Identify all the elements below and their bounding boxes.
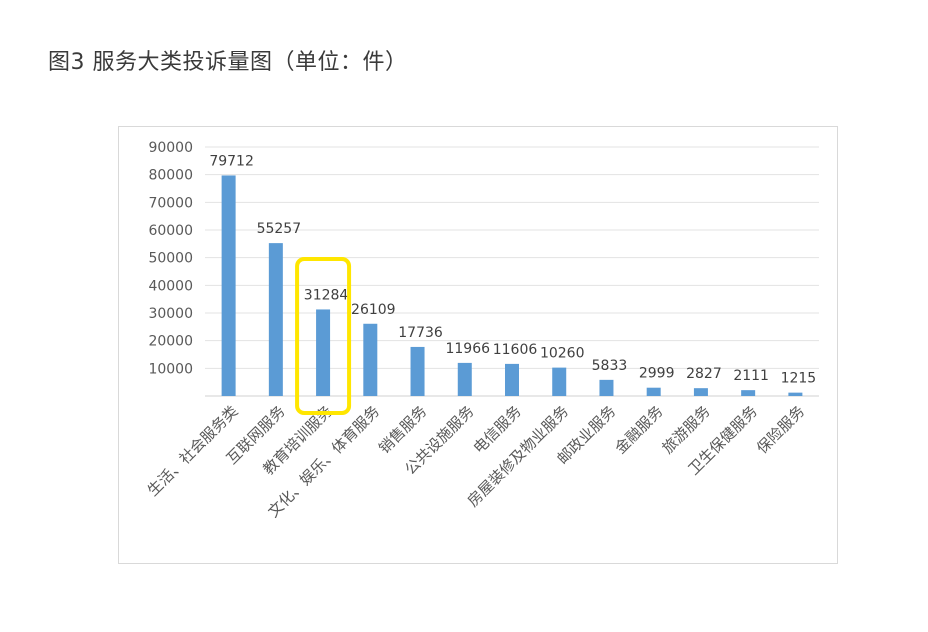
data-label: 17736	[398, 325, 443, 341]
y-tick-label: 10000	[148, 361, 193, 377]
bar	[221, 175, 236, 396]
bar	[599, 379, 614, 396]
data-label: 2111	[733, 368, 769, 384]
bar	[693, 388, 708, 396]
bar	[268, 243, 283, 396]
data-label: 79712	[209, 153, 254, 169]
category-label: 保险服务	[753, 402, 808, 457]
data-label: 31284	[304, 287, 349, 303]
bar	[363, 323, 378, 396]
bar	[505, 363, 519, 396]
data-label: 2999	[639, 366, 675, 382]
y-tick-label: 50000	[148, 251, 193, 267]
bar	[410, 346, 425, 396]
bars	[221, 175, 803, 396]
bar-chart: 10000 20000 30000 40000 50000 60000 70000 80000…	[144, 140, 819, 521]
bar	[316, 309, 331, 396]
y-tick-label: 70000	[148, 195, 193, 211]
data-label: 5833	[592, 358, 628, 374]
data-label: 10260	[540, 346, 585, 362]
data-label: 26109	[351, 302, 396, 318]
highlight-layer	[295, 257, 352, 415]
category-labels: 生活、社会服务类互联网服务教育培训服务文化、娱乐、体育服务销售服务公共设施服务电…	[144, 402, 808, 521]
y-tick-label: 60000	[148, 223, 193, 239]
y-tick-label: 80000	[148, 168, 193, 184]
data-label: 2827	[686, 366, 722, 382]
category-label: 金融服务	[611, 402, 666, 457]
y-tick-label: 20000	[148, 334, 193, 350]
y-tick-label: 40000	[148, 278, 193, 294]
highlight-box	[295, 257, 352, 415]
y-axis-ticks: 10000 20000 30000 40000 50000 60000 70000 80000…	[148, 140, 193, 377]
y-tick-label: 90000	[148, 140, 193, 156]
gridlines	[205, 146, 819, 397]
data-label: 11966	[445, 341, 490, 357]
data-label: 55257	[257, 221, 302, 237]
figure-title: 图3 服务大类投诉量图（单位：件）	[48, 50, 408, 75]
chart-frame: 10000 20000 30000 40000 50000 60000 70000 80000…	[118, 126, 838, 564]
data-label: 1215	[781, 371, 817, 387]
bar	[552, 367, 567, 396]
data-label: 11606	[493, 342, 538, 358]
bar	[646, 387, 661, 396]
y-tick-label: 30000	[148, 306, 193, 322]
bar	[788, 392, 803, 396]
bar	[457, 362, 472, 396]
bar	[741, 390, 756, 396]
